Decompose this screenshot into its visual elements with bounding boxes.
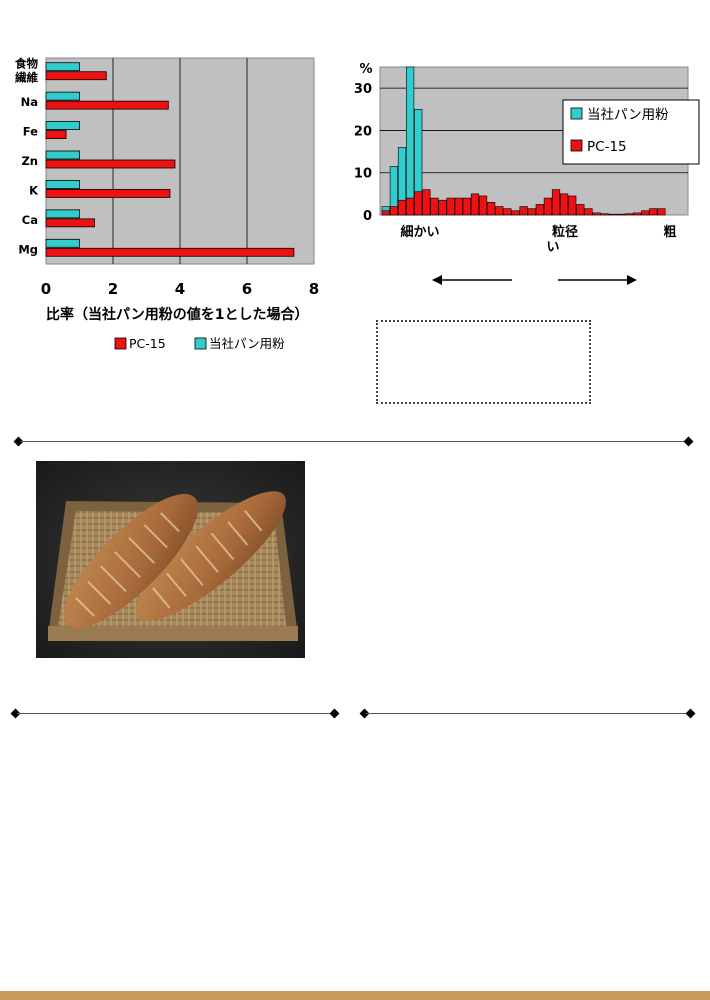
section-rule-left [17, 713, 335, 714]
bar-red [430, 197, 439, 216]
bar-red [657, 208, 666, 216]
bar-red [470, 193, 480, 216]
bar-red [608, 213, 617, 216]
legend-label: 当社パン用粉 [587, 107, 669, 123]
y-category-label: 繊維 [15, 71, 38, 85]
y-tick-label: 10 [354, 167, 372, 182]
bar-red [478, 195, 488, 216]
bar-red [511, 210, 520, 216]
bar-red [616, 213, 625, 216]
y-category-label: 食物 [15, 57, 38, 71]
bar-red [632, 212, 642, 216]
x-category-label: い [546, 240, 559, 255]
legend-label: PC-15 [129, 336, 166, 351]
arrow-right-icon [558, 275, 637, 285]
bar-teal [45, 150, 80, 160]
bar-red [535, 204, 544, 216]
rule-diamond-right [683, 436, 694, 447]
bar-red [519, 206, 528, 216]
bar-red [543, 197, 553, 216]
bar-red [584, 208, 593, 216]
bar-red [568, 195, 577, 216]
x-tick-label: 4 [175, 280, 185, 298]
bar-red [454, 197, 463, 216]
bar-red [600, 213, 609, 216]
x-category-label: 細かい [400, 224, 439, 240]
bar-red [551, 189, 561, 216]
legend-swatch [114, 337, 127, 350]
y-category-label: Fe [23, 125, 38, 139]
dotted-note-box [376, 320, 591, 404]
bar-teal [45, 121, 80, 130]
legend-label: 当社パン用粉 [209, 336, 285, 351]
bar-red [45, 130, 67, 139]
x-axis-label: 比率（当社パン用粉の値を1とした場合） [46, 306, 308, 323]
bar-red [592, 212, 601, 216]
section-rule-right [366, 713, 690, 714]
bar-red [397, 199, 407, 216]
particle-size-chart: 0 10 20 30% 細かい 粒径い 粗 当社パン用粉 PC-15 [354, 62, 700, 255]
bar-red [45, 218, 95, 228]
bar-red [406, 197, 415, 216]
rule-diamond-right-3 [685, 708, 696, 719]
y-axis-label: % [359, 62, 372, 77]
x-tick-label: 0 [41, 280, 51, 298]
bar-red [624, 213, 634, 216]
bar-teal [45, 62, 80, 72]
bar-teal [45, 209, 80, 219]
x-tick-label: 8 [309, 280, 319, 298]
bar-red [649, 208, 658, 216]
bar-red [414, 191, 423, 216]
y-tick-label: 20 [354, 124, 372, 139]
y-category-label: Na [21, 95, 38, 109]
bar-teal [406, 66, 415, 216]
bar-red [438, 199, 447, 216]
x-category-label: 粒径 [552, 224, 578, 240]
x-tick-label: 6 [242, 280, 252, 298]
bar-red [45, 247, 295, 257]
bar-red [446, 197, 455, 216]
y-category-label: Ca [22, 213, 38, 227]
bread-loaves-in-basket-icon [36, 461, 305, 658]
y-category-label: Mg [18, 242, 38, 256]
bar-red [576, 204, 585, 216]
bar-red [503, 208, 512, 216]
bar-red [641, 210, 650, 216]
arrow-left-icon [432, 275, 512, 285]
bar-red [45, 189, 171, 198]
y-category-label: K [29, 183, 39, 197]
y-category-label: Zn [21, 154, 38, 168]
bar-teal [45, 91, 80, 101]
bar-red [45, 71, 107, 81]
bar-red [389, 206, 399, 216]
bar-red [462, 197, 471, 216]
bar-red [45, 100, 169, 110]
x-category-label: 粗 [663, 224, 676, 240]
x-tick-label: 2 [108, 280, 118, 298]
bar-teal [45, 238, 80, 248]
bar-red [422, 189, 431, 216]
bar-red [560, 193, 569, 216]
y-tick-label: 30 [354, 82, 372, 97]
legend-swatch [194, 337, 207, 350]
rule-diamond-right-2 [329, 708, 340, 719]
bar-red [45, 159, 176, 169]
legend-label: PC-15 [587, 139, 627, 155]
legend-box [562, 99, 700, 165]
footer-bar [0, 991, 710, 1000]
bar-red [381, 210, 390, 216]
bar-red [527, 208, 536, 216]
legend-swatch [570, 139, 583, 152]
bar-red [487, 202, 496, 216]
bar-red [495, 206, 504, 216]
section-rule [20, 441, 688, 442]
bar-teal [45, 180, 80, 189]
legend-swatch [570, 107, 583, 120]
y-tick-label: 0 [363, 209, 372, 224]
